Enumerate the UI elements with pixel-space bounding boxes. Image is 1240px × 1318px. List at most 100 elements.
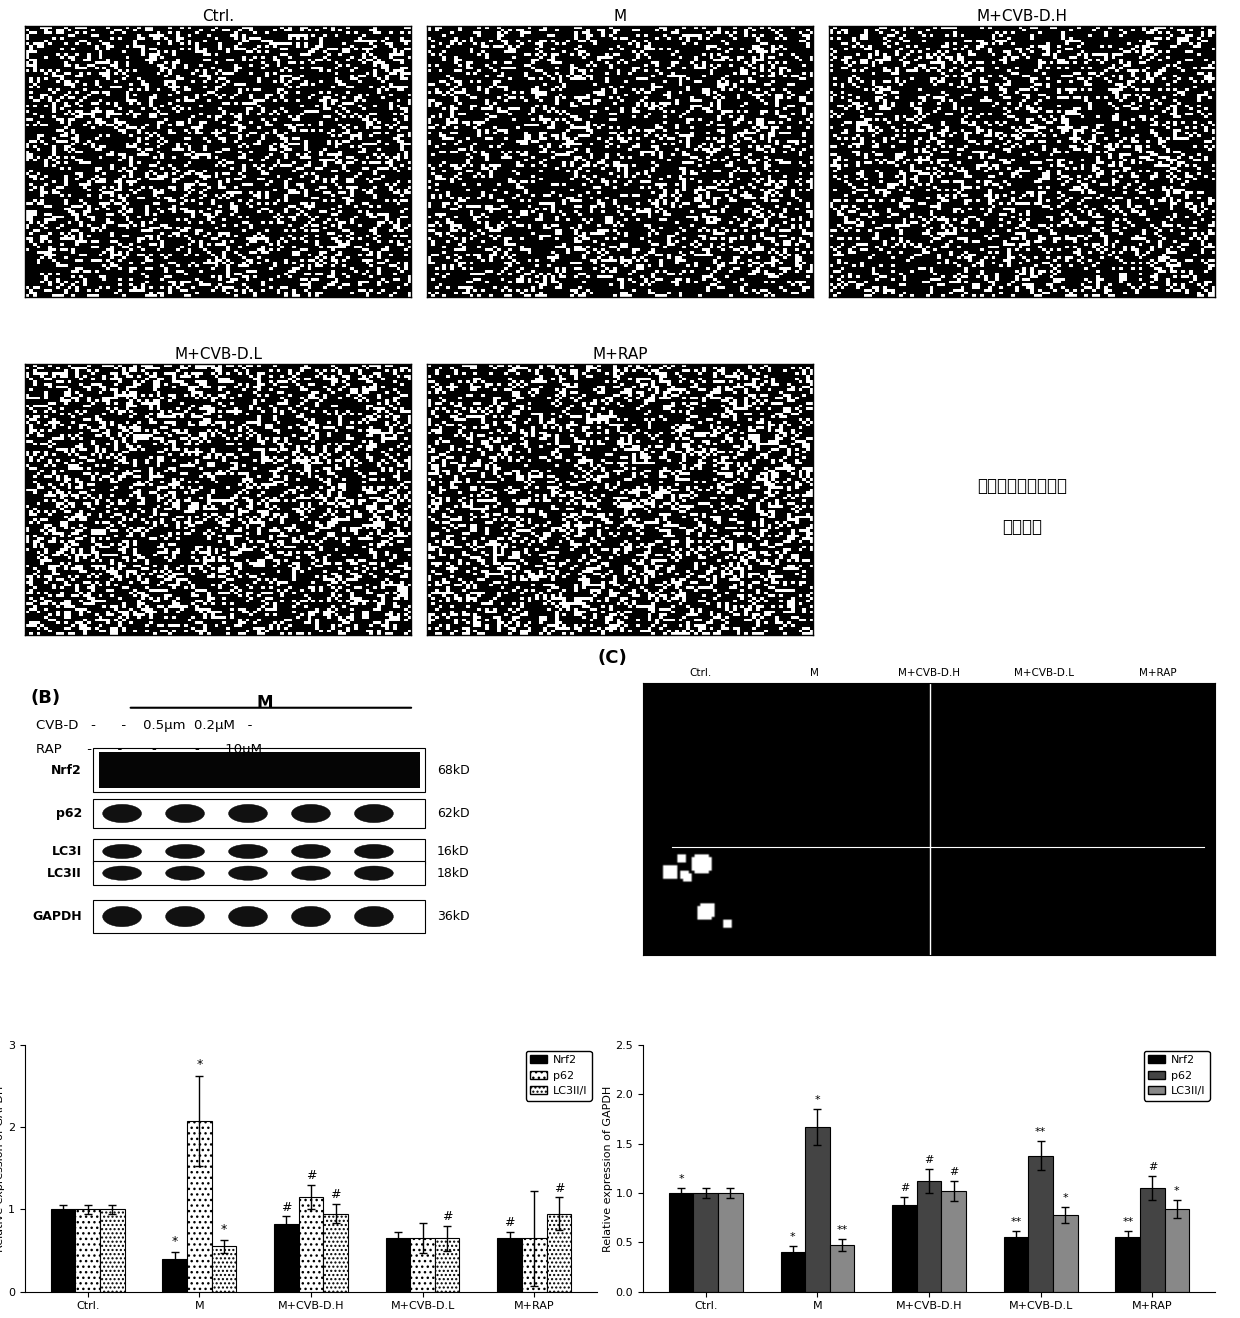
Text: p62: p62 <box>56 807 82 820</box>
Text: GAPDH: GAPDH <box>32 909 82 923</box>
Bar <box>1004 1238 1028 1292</box>
Y-axis label: Relative expression of GAPDH: Relative expression of GAPDH <box>0 1085 5 1252</box>
Text: LC3II: LC3II <box>47 867 82 879</box>
Ellipse shape <box>166 757 205 784</box>
Text: #: # <box>281 1201 291 1214</box>
Text: **: ** <box>1011 1217 1022 1227</box>
Text: #: # <box>924 1156 934 1165</box>
Text: #: # <box>949 1168 959 1177</box>
Bar <box>435 1238 460 1292</box>
Text: M: M <box>810 668 820 677</box>
Text: RAP      -      -       -         -      10μM: RAP - - - - 10μM <box>36 743 262 757</box>
Legend: Nrf2, p62, LC3II/I: Nrf2, p62, LC3II/I <box>1145 1050 1210 1101</box>
Bar <box>299 1197 324 1292</box>
Text: *: * <box>815 1095 820 1106</box>
Text: **: ** <box>1122 1217 1133 1227</box>
Text: Nrf2: Nrf2 <box>51 763 82 776</box>
Bar <box>274 1224 299 1292</box>
Ellipse shape <box>291 804 330 822</box>
Bar <box>386 1238 410 1292</box>
Text: (A): (A) <box>37 45 69 63</box>
Text: M: M <box>257 695 273 712</box>
Bar <box>1053 1215 1078 1292</box>
Ellipse shape <box>166 907 205 927</box>
Text: CVB-D   -      -    0.5μm  0.2μM   -: CVB-D - - 0.5μm 0.2μM - <box>36 718 253 731</box>
Text: (C): (C) <box>598 648 627 667</box>
Title: M+CVB-D.H: M+CVB-D.H <box>976 9 1068 24</box>
Ellipse shape <box>291 866 330 880</box>
Bar <box>916 1181 941 1292</box>
Text: *: * <box>1174 1186 1179 1195</box>
Text: M+CVB-D.H: M+CVB-D.H <box>898 668 960 677</box>
Ellipse shape <box>291 907 330 927</box>
Text: *: * <box>1063 1193 1068 1203</box>
Text: Ctrl.: Ctrl. <box>689 668 712 677</box>
Text: **: ** <box>836 1226 848 1235</box>
Text: *: * <box>790 1232 796 1243</box>
Text: *: * <box>678 1174 684 1184</box>
Ellipse shape <box>228 757 268 784</box>
Bar <box>1164 1209 1189 1292</box>
Bar <box>51 1210 76 1292</box>
Bar <box>187 1120 212 1292</box>
FancyBboxPatch shape <box>99 753 419 788</box>
Text: #: # <box>505 1217 515 1230</box>
Bar <box>212 1247 236 1292</box>
Bar <box>522 1238 547 1292</box>
FancyBboxPatch shape <box>93 861 425 886</box>
Ellipse shape <box>228 907 268 927</box>
Bar <box>1140 1188 1164 1292</box>
Text: 图中小方框标示为自: 图中小方框标示为自 <box>977 477 1066 496</box>
Ellipse shape <box>103 757 141 784</box>
Bar <box>76 1210 100 1292</box>
Text: #: # <box>900 1184 909 1193</box>
Text: #: # <box>553 1182 564 1194</box>
Ellipse shape <box>103 804 141 822</box>
Bar <box>547 1214 572 1292</box>
Text: 36kD: 36kD <box>436 909 470 923</box>
Ellipse shape <box>228 845 268 858</box>
Ellipse shape <box>228 804 268 822</box>
Ellipse shape <box>228 866 268 880</box>
Bar <box>693 1193 718 1292</box>
Title: M: M <box>614 9 626 24</box>
Bar <box>100 1210 124 1292</box>
Y-axis label: Relative expression of GAPDH: Relative expression of GAPDH <box>603 1085 613 1252</box>
Ellipse shape <box>355 907 393 927</box>
Text: *: * <box>171 1235 177 1248</box>
Ellipse shape <box>166 845 205 858</box>
Ellipse shape <box>103 866 141 880</box>
Text: #: # <box>306 1169 316 1182</box>
Bar <box>830 1246 854 1292</box>
Ellipse shape <box>355 757 393 784</box>
Bar <box>497 1238 522 1292</box>
Bar <box>805 1127 830 1292</box>
Text: #: # <box>330 1189 341 1201</box>
Bar <box>941 1191 966 1292</box>
FancyBboxPatch shape <box>93 799 425 829</box>
Ellipse shape <box>291 757 330 784</box>
Text: *: * <box>221 1223 227 1236</box>
Text: M+RAP: M+RAP <box>1140 668 1177 677</box>
Legend: Nrf2, p62, LC3II/I: Nrf2, p62, LC3II/I <box>526 1050 591 1101</box>
Ellipse shape <box>355 845 393 858</box>
Ellipse shape <box>103 845 141 858</box>
FancyBboxPatch shape <box>93 900 425 933</box>
Ellipse shape <box>166 866 205 880</box>
Text: M+CVB-D.L: M+CVB-D.L <box>1013 668 1074 677</box>
Text: #: # <box>441 1210 453 1223</box>
Ellipse shape <box>355 804 393 822</box>
Bar <box>718 1193 743 1292</box>
Title: M+RAP: M+RAP <box>593 347 647 361</box>
Ellipse shape <box>166 804 205 822</box>
Text: *: * <box>196 1058 202 1072</box>
Text: (B): (B) <box>31 689 61 706</box>
Title: Ctrl.: Ctrl. <box>202 9 234 24</box>
Text: 18kD: 18kD <box>436 867 470 879</box>
FancyBboxPatch shape <box>93 749 425 792</box>
Ellipse shape <box>291 845 330 858</box>
Bar <box>893 1205 916 1292</box>
Bar <box>1028 1156 1053 1292</box>
Bar <box>410 1238 435 1292</box>
Text: #: # <box>1148 1162 1157 1172</box>
